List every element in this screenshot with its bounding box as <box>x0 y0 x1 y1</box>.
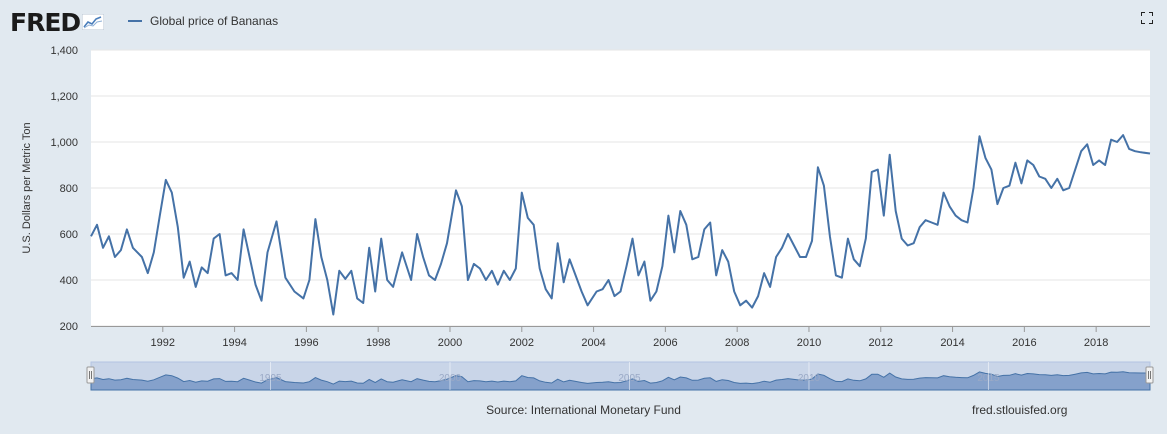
x-tick-label: 2016 <box>1012 337 1036 349</box>
y-tick-label: 1,400 <box>50 45 78 57</box>
chart-header: FRED Global price of Bananas <box>0 0 1167 44</box>
x-tick-label: 2012 <box>869 337 893 349</box>
series-line[interactable] <box>90 134 1151 316</box>
x-tick-label: 2004 <box>581 337 605 349</box>
x-tick-label: 2010 <box>797 337 821 349</box>
navigator-handle-right[interactable] <box>1145 366 1154 384</box>
fred-link[interactable]: fred.stlouisfed.org <box>972 403 1068 417</box>
navigator-tick-label: 2005 <box>618 373 641 384</box>
navigator-tick-label: 2015 <box>977 373 1000 384</box>
legend-label: Global price of Bananas <box>150 14 279 28</box>
y-tick-label: 600 <box>60 229 78 241</box>
x-tick-label: 1998 <box>366 337 390 349</box>
x-tick-label: 1992 <box>151 337 175 349</box>
legend-swatch <box>128 20 142 22</box>
x-tick-label: 2018 <box>1084 337 1108 349</box>
y-tick-label: 1,200 <box>50 91 78 103</box>
fred-logo-text: FRED <box>10 7 81 37</box>
navigator[interactable]: 1995 2000 2005 2010 2015 <box>86 361 1154 391</box>
source-note: Source: International Monetary Fund <box>486 403 681 417</box>
x-tick-label: 2014 <box>940 337 964 349</box>
navigator-ticks: 1995 2000 2005 2010 2015 <box>259 362 1000 390</box>
y-axis-label: U.S. Dollars per Metric Ton <box>21 122 33 253</box>
navigator-tick-label: 2000 <box>439 373 462 384</box>
y-tick-label: 200 <box>60 321 78 333</box>
legend[interactable]: Global price of Bananas <box>128 14 278 28</box>
sparkline-icon <box>82 14 105 30</box>
navigator-tick-label: 2010 <box>798 373 821 384</box>
x-tick-label: 2002 <box>510 337 534 349</box>
fred-logo[interactable]: FRED <box>10 7 105 37</box>
x-tick-label: 1996 <box>294 337 318 349</box>
navigator-handle-left[interactable] <box>86 366 95 384</box>
x-tick-label: 2008 <box>725 337 749 349</box>
x-tick-label: 1994 <box>222 337 246 349</box>
x-tick-label: 2006 <box>653 337 677 349</box>
x-axis-ticks: 1992 1994 1996 1998 2000 2002 2004 2006 2008 2010… <box>91 326 1150 349</box>
chart: 200 400 600 800 1,000 1,200 1,400 1992 1994 1996… <box>21 45 1154 391</box>
y-tick-label: 1,000 <box>50 137 78 149</box>
navigator-area <box>90 371 1151 391</box>
y-axis-ticks: 200 400 600 800 1,000 1,200 1,400 <box>50 45 78 333</box>
navigator-tick-label: 1995 <box>259 373 282 384</box>
y-tick-label: 800 <box>60 183 78 195</box>
y-tick-label: 400 <box>60 275 78 287</box>
x-tick-label: 2000 <box>438 337 462 349</box>
